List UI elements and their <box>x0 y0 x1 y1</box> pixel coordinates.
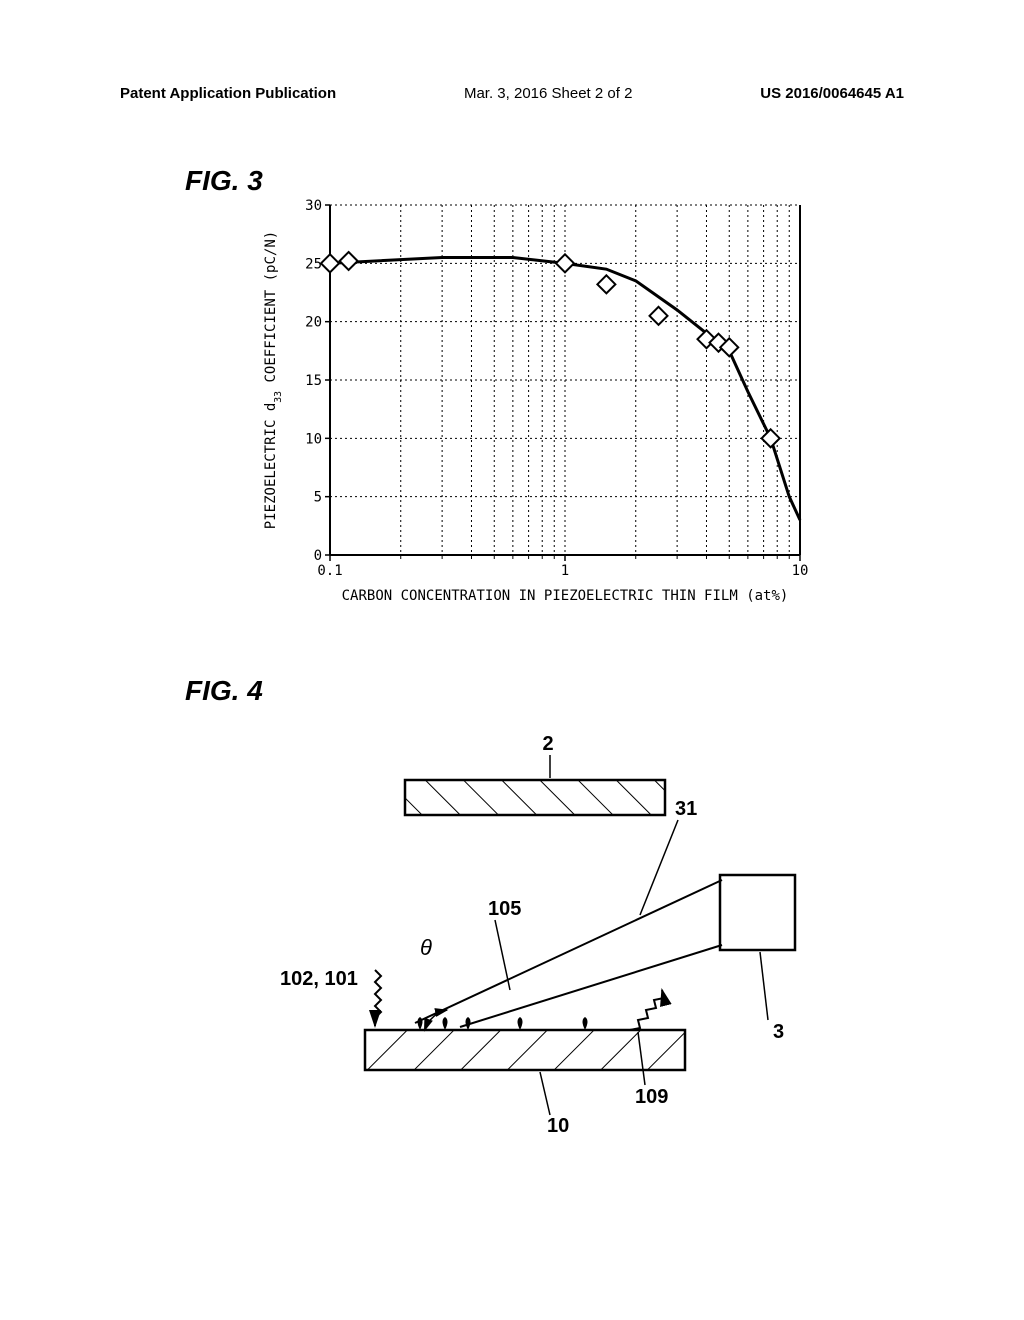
svg-text:102, 101: 102, 101 <box>280 968 358 990</box>
header-left: Patent Application Publication <box>120 85 336 102</box>
svg-text:5: 5 <box>314 490 322 506</box>
svg-text:1: 1 <box>561 563 569 579</box>
svg-text:10: 10 <box>305 431 322 447</box>
fig4-label: FIG. 4 <box>185 675 263 707</box>
diagram-svg: 2 31 105 θ 102, 101 10 109 3 <box>250 720 830 1140</box>
svg-text:0: 0 <box>314 548 322 564</box>
svg-text:10: 10 <box>547 1115 569 1137</box>
svg-text:31: 31 <box>675 798 697 820</box>
svg-text:109: 109 <box>635 1086 668 1108</box>
svg-text:25: 25 <box>305 256 322 272</box>
svg-text:20: 20 <box>305 315 322 331</box>
chart-svg: 0510152025300.1110CARBON CONCENTRATION I… <box>260 195 820 625</box>
svg-text:15: 15 <box>305 373 322 389</box>
fig3-label: FIG. 3 <box>185 165 263 197</box>
svg-text:30: 30 <box>305 198 322 214</box>
header-center: Mar. 3, 2016 Sheet 2 of 2 <box>464 85 632 102</box>
svg-text:CARBON CONCENTRATION IN PIEZOE: CARBON CONCENTRATION IN PIEZOELECTRIC TH… <box>342 588 789 604</box>
header-right: US 2016/0064645 A1 <box>760 85 904 102</box>
svg-text:10: 10 <box>792 563 809 579</box>
svg-text:θ: θ <box>420 935 432 960</box>
svg-text:105: 105 <box>488 898 521 920</box>
fig3-chart: 0510152025300.1110CARBON CONCENTRATION I… <box>260 195 820 625</box>
page-header: Patent Application Publication Mar. 3, 2… <box>0 85 1024 102</box>
svg-text:PIEZOELECTRIC d33 COEFFICIENT: PIEZOELECTRIC d33 COEFFICIENT (pC/N) <box>263 231 284 529</box>
svg-text:0.1: 0.1 <box>317 563 342 579</box>
fig4-diagram: 2 31 105 θ 102, 101 10 109 3 <box>250 720 830 1140</box>
svg-text:3: 3 <box>773 1021 784 1043</box>
svg-text:2: 2 <box>542 733 553 755</box>
